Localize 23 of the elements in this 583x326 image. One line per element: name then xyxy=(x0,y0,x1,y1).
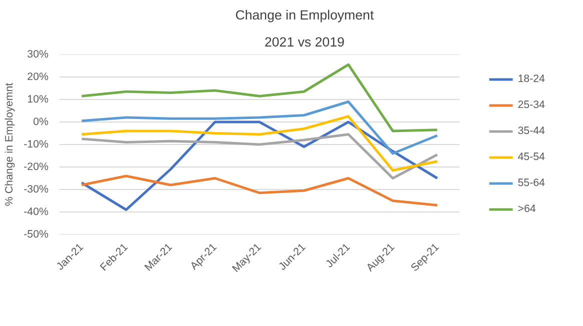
y-tick-label: -30% xyxy=(24,184,50,196)
y-tick-label: -10% xyxy=(24,138,50,150)
line-series xyxy=(80,100,439,155)
legend-label: >64 xyxy=(518,203,537,215)
y-tick-label: -20% xyxy=(24,161,50,173)
line-series xyxy=(80,115,439,172)
y-tick-label: 20% xyxy=(27,71,50,83)
legend-label: 55-64 xyxy=(518,177,545,189)
y-tick-label: -40% xyxy=(24,206,50,218)
line-series xyxy=(80,174,439,206)
legend-label: 45-54 xyxy=(518,151,545,163)
y-tick-label: 30% xyxy=(27,48,50,60)
legend-label: 35-44 xyxy=(518,125,545,137)
y-tick-label: 0% xyxy=(33,116,50,128)
y-tick-label: -50% xyxy=(24,228,50,240)
y-tick-label: 10% xyxy=(27,94,50,106)
chart-subtitle: 2021 vs 2019 xyxy=(264,34,345,50)
line-series xyxy=(80,63,439,132)
line-series xyxy=(80,133,439,180)
legend-label: 18-24 xyxy=(518,73,545,85)
chart-title: Change in Employment xyxy=(235,8,374,22)
legend-label: 25-34 xyxy=(518,99,545,111)
y-axis-title: % Change in Employemnt xyxy=(4,82,16,206)
